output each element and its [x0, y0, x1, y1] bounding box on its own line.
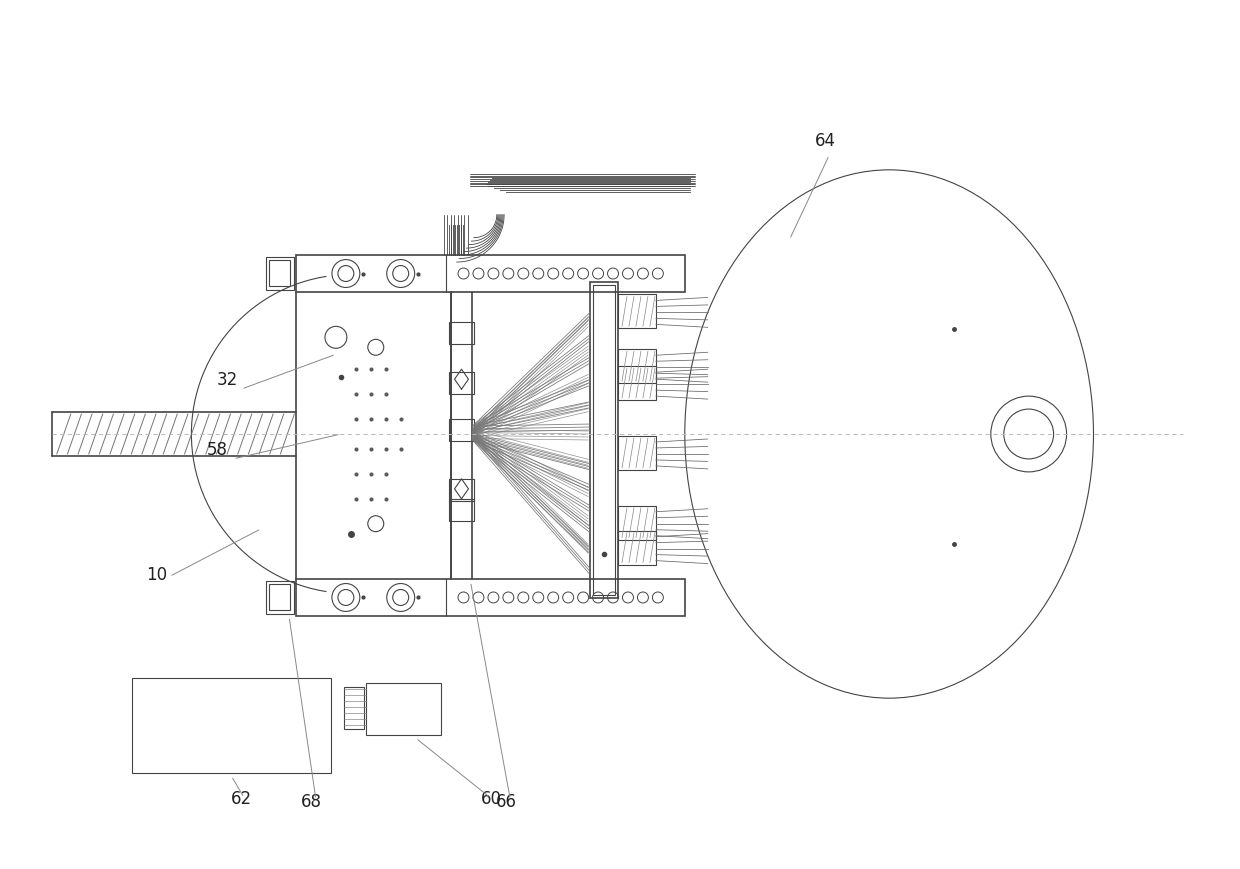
Bar	[343, 687, 363, 729]
Bar	[618, 506, 656, 540]
Bar	[296, 255, 684, 293]
Bar	[590, 283, 618, 599]
Bar	[593, 286, 615, 596]
Bar	[449, 373, 475, 395]
Text: 62: 62	[231, 789, 253, 807]
Bar	[366, 683, 440, 735]
Text: 66: 66	[496, 792, 516, 810]
Bar	[296, 579, 684, 617]
Bar	[618, 367, 656, 401]
Text: 60: 60	[480, 789, 501, 807]
Bar	[618, 531, 656, 565]
Bar	[269, 584, 290, 611]
Bar	[269, 260, 290, 287]
Text: 64: 64	[815, 132, 836, 149]
Bar	[449, 480, 475, 501]
Bar	[618, 436, 656, 470]
Text: 32: 32	[216, 371, 238, 388]
Text: 58: 58	[206, 441, 227, 459]
Bar	[449, 499, 475, 521]
Text: 68: 68	[301, 792, 322, 810]
Bar	[618, 295, 656, 329]
Bar	[267, 580, 294, 614]
Bar	[449, 323, 475, 345]
Bar	[267, 257, 294, 291]
Bar	[618, 350, 656, 384]
Bar	[131, 679, 331, 773]
Bar	[449, 420, 475, 441]
Text: 10: 10	[146, 565, 167, 583]
